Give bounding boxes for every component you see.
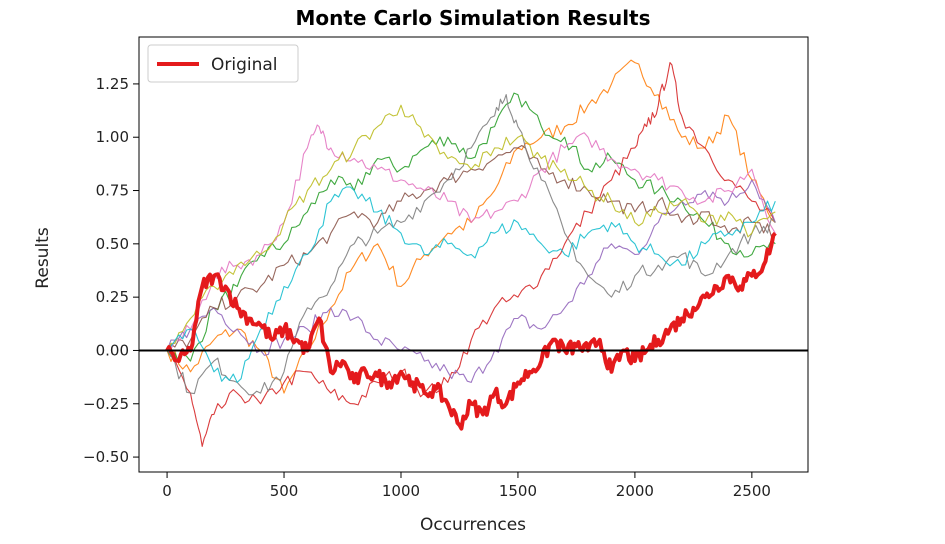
y-tick-label: −0.50 [83, 448, 129, 466]
y-axis-label: Results [33, 227, 53, 289]
legend-label-original: Original [211, 55, 278, 75]
plot-frame [138, 36, 809, 473]
y-tick-label: 1.25 [96, 75, 129, 93]
simulation-line-2 [166, 92, 776, 364]
x-tick-label: 500 [270, 482, 299, 500]
y-tick-label: −0.25 [83, 395, 129, 413]
legend-box [147, 44, 299, 83]
simulation-line-9 [166, 186, 776, 383]
y-tick-label: 0.75 [96, 182, 129, 200]
x-tick-label: 1000 [382, 482, 420, 500]
y-tick-label: 0.50 [96, 235, 129, 253]
x-tick-label: 2500 [733, 482, 771, 500]
x-axis-label: Occurrences [420, 515, 526, 535]
series-layer [165, 59, 777, 447]
chart-title: Monte Carlo Simulation Results [295, 6, 650, 30]
legend: Original [147, 44, 299, 83]
y-tick-label: 0.25 [96, 288, 129, 306]
x-axis-ticks: 0 500 1000 1500 2000 2500 [162, 472, 771, 500]
x-tick-label: 0 [162, 482, 172, 500]
plot-area [138, 36, 809, 473]
y-tick-label: 1.00 [96, 128, 129, 146]
series-line-original [165, 231, 777, 431]
simulation-line-7 [166, 94, 776, 396]
x-tick-label: 2000 [616, 482, 654, 500]
simulation-line-1 [166, 59, 776, 394]
y-axis-ticks: −0.50 −0.25 0.00 0.25 0.50 0.75 1.00 1.25 [83, 75, 139, 466]
simulation-line-4 [166, 179, 776, 383]
simulation-line-8 [166, 104, 776, 351]
simulation-line-3 [167, 62, 776, 447]
y-tick-label: 0.00 [96, 341, 129, 359]
x-tick-label: 1500 [499, 482, 537, 500]
